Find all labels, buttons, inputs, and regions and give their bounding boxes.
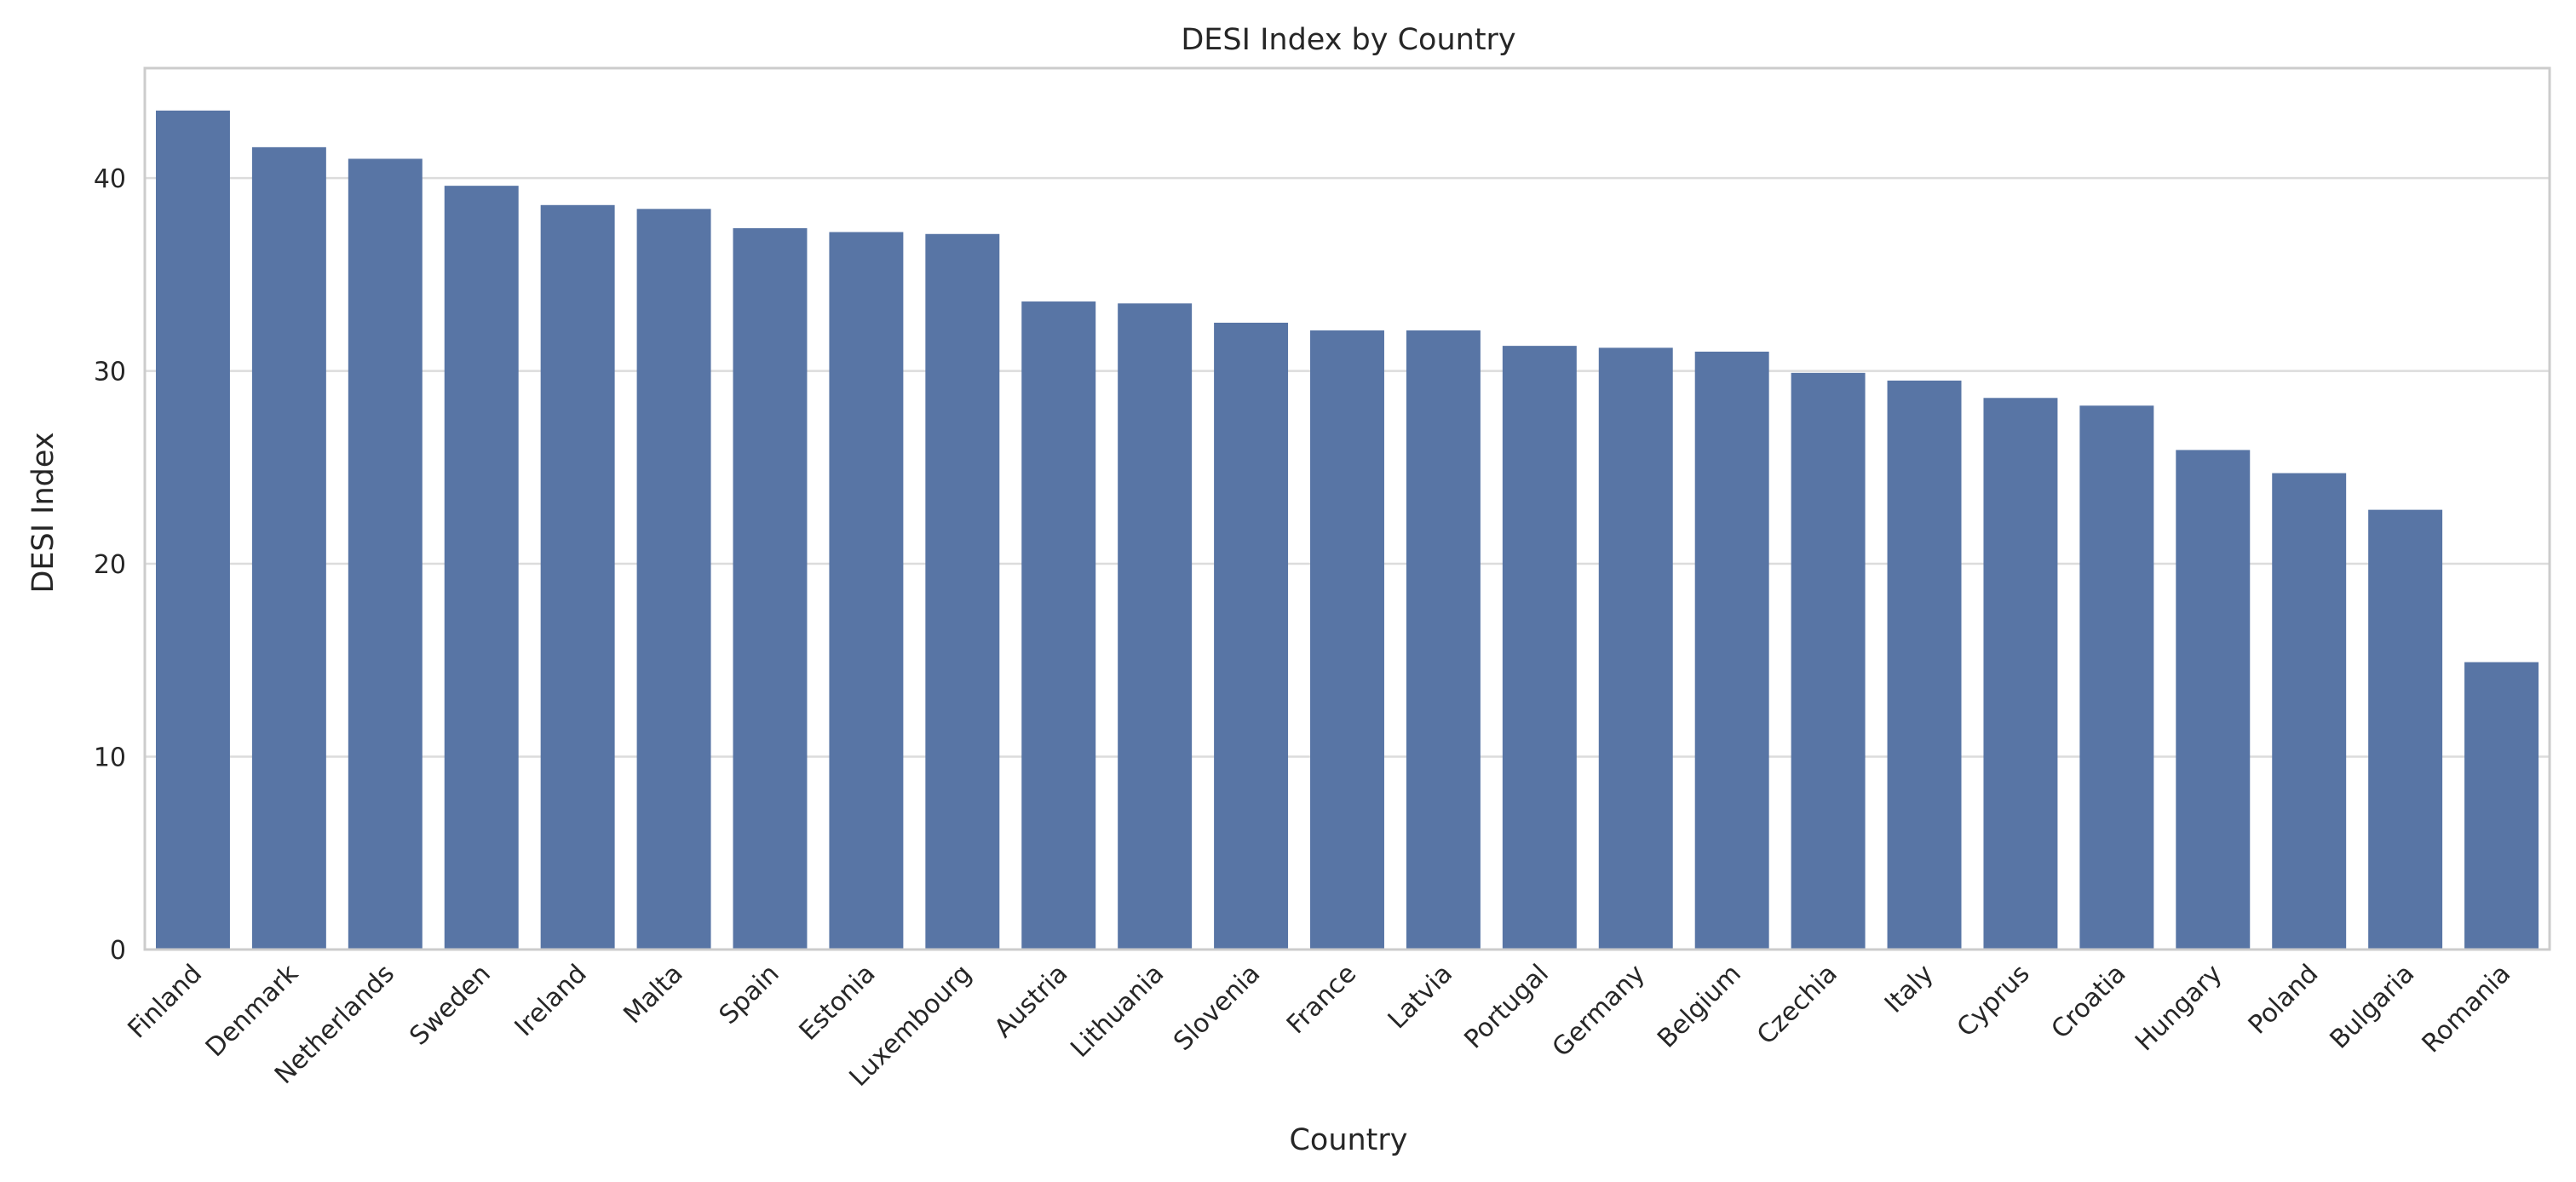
x-tick-label: Romania [2417,959,2517,1059]
bar-croatia [2079,405,2154,950]
y-tick-label: 10 [94,743,126,773]
bar-portugal [1502,346,1577,950]
x-tick-label: Austria [989,959,1074,1044]
bar-belgium [1694,351,1769,950]
x-tick-label: Italy [1879,959,1940,1019]
x-tick-label: France [1281,959,1362,1040]
x-tick-label: Portugal [1458,959,1555,1055]
bar-sweden [444,186,519,950]
bar-hungary [2176,450,2251,950]
chart-title: DESI Index by Country [1181,23,1515,57]
x-tick-label: Ireland [509,959,593,1042]
y-tick-label: 40 [94,164,126,194]
bar-luxembourg [925,233,1000,950]
y-tick-label: 30 [94,358,126,387]
bar-germany [1598,347,1673,950]
bar-bulgaria [2368,509,2443,950]
x-tick-label: Bulgaria [2325,959,2421,1055]
plot-frame [143,66,2551,951]
bar-austria [1021,301,1096,950]
x-tick-label: Latvia [1383,959,1458,1035]
bar-romania [2464,662,2539,950]
x-tick-label: Hungary [2130,959,2228,1057]
y-tick-label: 20 [94,550,126,580]
x-tick-label: Poland [2243,959,2325,1041]
y-tick-label: 0 [110,936,126,966]
bar-latvia [1406,330,1481,950]
bar-cyprus [1983,398,2058,950]
x-tick-label: Croatia [2046,959,2132,1045]
bars [155,110,2539,950]
y-axis-ticks: 0 10 20 30 40 [94,164,126,966]
x-tick-label: Slovenia [1168,959,1266,1057]
x-tick-label: Denmark [200,958,305,1063]
bar-netherlands [348,158,423,950]
x-tick-label: Germany [1547,959,1651,1063]
x-tick-label: Finland [123,959,209,1045]
bar-poland [2272,473,2347,950]
x-tick-label: Sweden [404,959,497,1052]
x-tick-label: Czechia [1751,959,1843,1051]
bar-finland [155,110,230,950]
bar-ireland [540,204,615,950]
x-tick-label: Malta [618,959,688,1030]
x-tick-label: Lithuania [1065,959,1170,1064]
x-tick-label: Cyprus [1952,959,2036,1043]
bar-france [1310,330,1384,950]
bar-spain [733,227,808,950]
x-tick-label: Belgium [1652,959,1747,1054]
x-tick-label: Spain [714,959,785,1030]
bar-denmark [251,146,326,950]
bar-estonia [829,232,904,950]
bar-malta [636,209,711,950]
bar-slovenia [1214,322,1289,950]
y-axis-label: DESI Index [26,432,60,593]
x-axis-label: Country [1289,1123,1407,1157]
x-tick-label: Estonia [794,959,882,1047]
bar-czechia [1791,372,1866,950]
bar-italy [1887,380,1962,950]
bar-lithuania [1118,303,1193,950]
